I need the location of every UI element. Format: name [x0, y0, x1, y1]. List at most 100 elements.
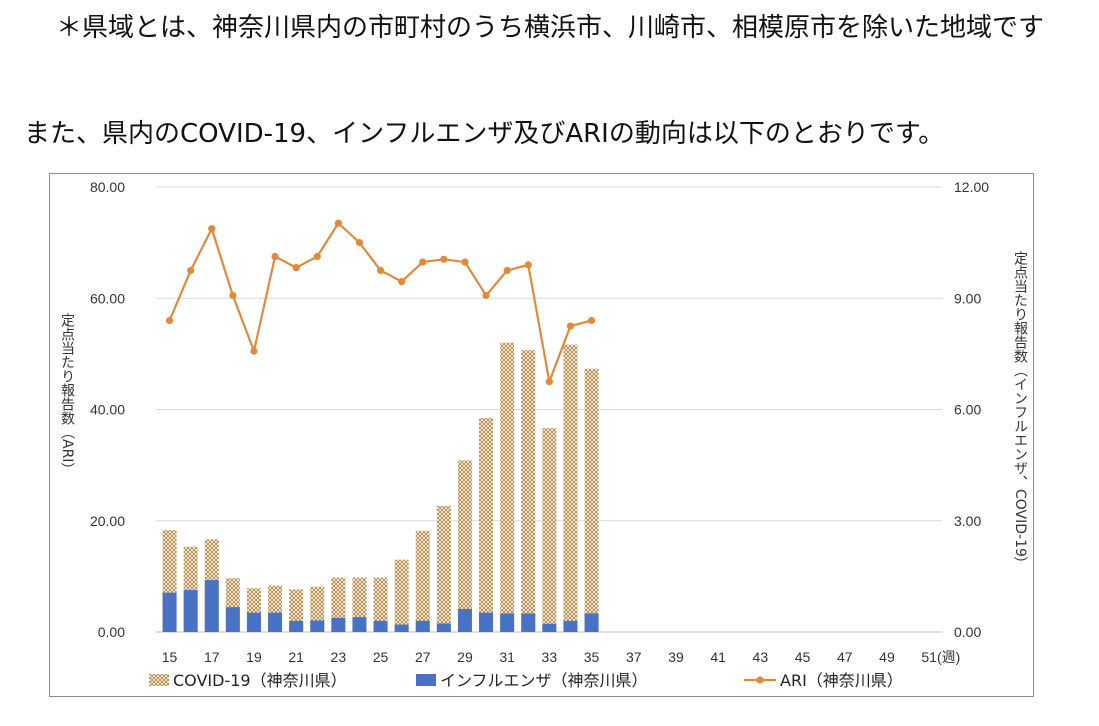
- ari-point: [440, 255, 448, 263]
- covid-bar: [373, 577, 388, 632]
- influenza-bar: [563, 620, 578, 632]
- left-axis-ticks: 0.00 20.00 40.00 60.00 80.00: [90, 179, 125, 640]
- bar-layer: [162, 342, 599, 632]
- legend-covid-label: COVID-19（神奈川県）: [173, 671, 347, 690]
- influenza-bar: [246, 612, 261, 632]
- left-tick-label: 40.00: [90, 402, 125, 418]
- influenza-bar: [225, 607, 240, 632]
- ari-point: [165, 316, 174, 325]
- legend: COVID-19（神奈川県） インフルエンザ（神奈川県） ARI（神奈川県）: [149, 671, 903, 690]
- x-axis-ticks: 15 17 19 21 23 25 27 29 31 33 35 37 39 41 43 45 47 49 51: [162, 649, 937, 665]
- influenza-bar: [352, 617, 367, 632]
- x-axis-unit: (週): [937, 649, 960, 665]
- region-note: ＊県域とは、神奈川県内の市町村のうち横浜市、川崎市、相模原市を除いた地域です: [55, 13, 1044, 43]
- covid-bar: [542, 428, 557, 632]
- covid-bar: [415, 530, 430, 632]
- right-tick-label: 0.00: [954, 624, 981, 640]
- right-axis-title: 定点当たり報告数（インフルエンザ、COVID-19）: [1012, 251, 1028, 571]
- right-axis-ticks: 0.00 3.00 6.00 9.00 12.00: [954, 179, 989, 640]
- x-tick-label: 39: [668, 649, 684, 665]
- x-tick-label: 17: [204, 649, 220, 665]
- ari-point: [524, 261, 532, 269]
- influenza-bar: [584, 613, 599, 632]
- combo-chart: 0.00 20.00 40.00 60.00 80.00 0.00 3.00 6.00 9.0…: [59, 179, 1028, 690]
- legend-influenza-swatch: [416, 674, 436, 686]
- ari-point: [566, 322, 575, 330]
- influenza-bar: [373, 620, 388, 632]
- covid-bar: [521, 350, 536, 632]
- left-tick-label: 20.00: [90, 513, 125, 529]
- ari-point: [376, 266, 385, 275]
- x-tick-label: 43: [753, 649, 769, 665]
- legend-influenza-label: インフルエンザ（神奈川県）: [440, 671, 648, 690]
- lead-text: また、県内のCOVID-19、インフルエンザ及びARIの動向は以下のとおりです。: [24, 119, 945, 149]
- influenza-bar: [310, 620, 325, 632]
- ari-point: [292, 264, 300, 272]
- x-tick-label: 23: [331, 649, 347, 665]
- influenza-bar: [479, 612, 494, 632]
- ari-point: [503, 266, 511, 275]
- x-tick-label: 15: [162, 649, 178, 665]
- ari-point: [419, 258, 427, 266]
- right-tick-label: 6.00: [954, 402, 981, 418]
- x-tick-label: 25: [373, 649, 389, 665]
- ari-point: [461, 258, 469, 266]
- ari-point: [355, 239, 364, 247]
- ari-point: [334, 219, 342, 227]
- left-tick-label: 0.00: [98, 624, 125, 640]
- influenza-bar: [415, 620, 430, 632]
- x-tick-label: 49: [879, 649, 895, 665]
- covid-bar: [479, 418, 494, 632]
- x-tick-label: 21: [288, 649, 304, 665]
- ari-point: [250, 347, 258, 355]
- x-tick-label: 51: [921, 649, 937, 665]
- x-tick-label: 27: [415, 649, 431, 665]
- left-axis-title: 定点当たり報告数（ARI）: [59, 313, 75, 476]
- ari-point: [398, 277, 406, 286]
- x-tick-label: 19: [246, 649, 262, 665]
- x-tick-label: 31: [499, 649, 515, 665]
- left-tick-label: 60.00: [90, 290, 125, 306]
- x-tick-label: 35: [584, 649, 600, 665]
- ari-point: [482, 291, 490, 300]
- x-tick-label: 41: [710, 649, 726, 665]
- ari-point: [545, 378, 553, 386]
- covid-bar: [584, 368, 599, 632]
- right-tick-label: 3.00: [954, 513, 981, 529]
- legend-ari-label: ARI（神奈川県）: [780, 671, 903, 690]
- legend-covid-swatch: [149, 674, 169, 686]
- right-tick-label: 9.00: [954, 290, 981, 306]
- covid-bar: [500, 342, 515, 632]
- x-tick-label: 33: [542, 649, 558, 665]
- x-tick-label: 45: [795, 649, 811, 665]
- right-tick-label: 12.00: [954, 179, 989, 195]
- left-tick-label: 80.00: [90, 179, 125, 195]
- influenza-bar: [500, 613, 515, 632]
- influenza-bar: [183, 590, 198, 632]
- influenza-bar: [268, 612, 283, 632]
- covid-bar: [394, 559, 409, 632]
- covid-bar: [563, 344, 578, 632]
- influenza-bar: [289, 620, 304, 632]
- influenza-bar: [436, 623, 451, 632]
- line-layer: [165, 219, 596, 386]
- influenza-bar: [394, 624, 409, 632]
- influenza-bar: [542, 623, 557, 632]
- x-tick-label: 29: [457, 649, 473, 665]
- legend-ari-marker: [756, 676, 764, 684]
- influenza-bar: [162, 592, 177, 632]
- influenza-bar: [457, 609, 472, 632]
- ari-point: [271, 252, 279, 261]
- ari-point: [229, 291, 237, 300]
- ari-point: [587, 316, 596, 325]
- covid-bar: [436, 505, 451, 632]
- ari-point: [208, 225, 216, 233]
- ari-point: [313, 252, 321, 261]
- x-tick-label: 47: [837, 649, 853, 665]
- influenza-bar: [521, 613, 536, 632]
- ari-point: [187, 266, 195, 275]
- covid-bar: [457, 460, 472, 632]
- influenza-bar: [331, 617, 346, 632]
- influenza-bar: [204, 580, 219, 632]
- x-tick-label: 37: [626, 649, 642, 665]
